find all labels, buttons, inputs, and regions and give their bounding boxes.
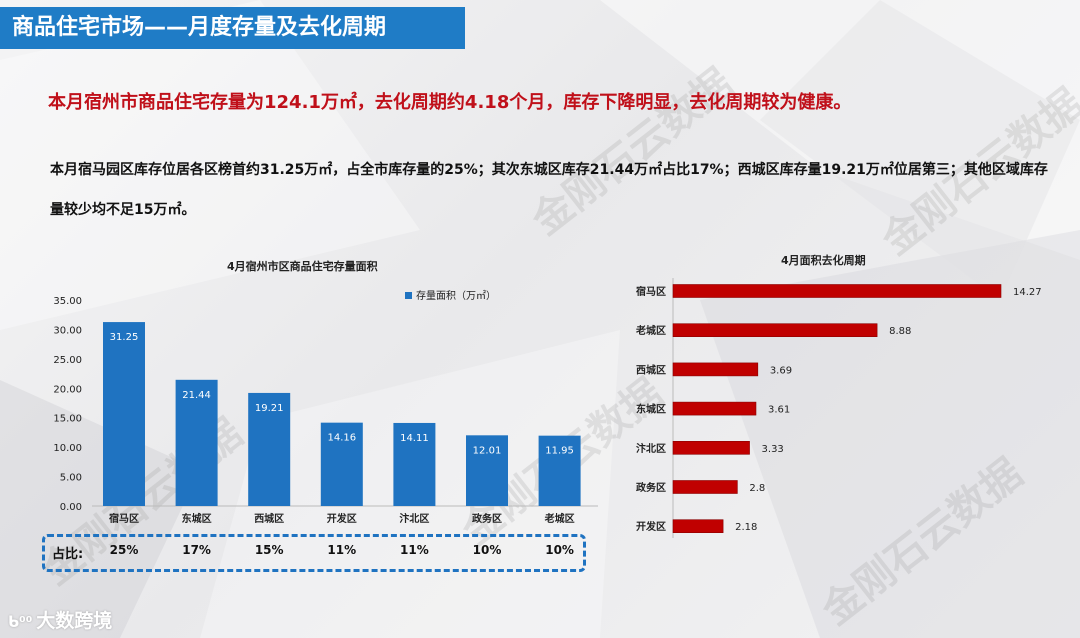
share-value: 10%	[472, 543, 502, 557]
y-tick-label: 东城区	[636, 403, 666, 416]
share-value: 17%	[182, 543, 211, 557]
share-box	[42, 534, 586, 572]
share-value: 11%	[400, 543, 429, 557]
bar-value-label: 21.44	[182, 390, 211, 401]
y-tick-label: 25.00	[53, 355, 82, 366]
share-value: 10%	[545, 543, 574, 557]
x-tick-label: 开发区	[327, 512, 357, 525]
y-tick-label: 0.00	[60, 502, 82, 513]
y-tick-label: 开发区	[636, 520, 666, 533]
bar-value-label: 3.33	[762, 444, 784, 455]
page-title: 商品住宅市场——月度存量及去化周期	[0, 7, 465, 49]
footer-brand: ᑲ⁰⁰ 大数跨境	[8, 606, 112, 633]
bar	[103, 322, 145, 506]
footer-brand-label: 大数跨境	[36, 610, 113, 632]
bar	[320, 422, 363, 506]
bar	[393, 422, 436, 506]
bar	[672, 401, 757, 416]
bar-value-label: 12.01	[473, 445, 502, 456]
bar	[466, 435, 508, 506]
bar	[672, 440, 750, 455]
share-label: 占比:	[52, 547, 84, 562]
bar-value-label: 19.21	[255, 403, 284, 414]
y-tick-label: 10.00	[53, 443, 82, 454]
bar	[538, 435, 581, 506]
bar	[672, 323, 878, 338]
bar-value-label: 2.18	[735, 522, 757, 533]
y-tick-label: 汴北区	[636, 442, 666, 455]
bar-value-label: 8.88	[889, 326, 911, 337]
headline-text: 本月宿州市商品住宅存量为124.1万㎡，去化周期约4.18个月，库存下降明显，去…	[48, 92, 852, 113]
summary-text: 本月宿马园区库存位居各区榜首约31.25万㎡，占全市库存量的25%；其次东城区库…	[50, 162, 1048, 218]
y-tick-label: 宿马区	[636, 285, 666, 298]
bar	[672, 284, 1002, 298]
bar-value-label: 14.11	[400, 433, 429, 444]
x-tick-label: 东城区	[182, 512, 212, 525]
bar-value-label: 14.16	[327, 433, 356, 444]
bar-value-label: 11.95	[545, 446, 574, 457]
bar	[175, 379, 218, 506]
bar-value-label: 2.8	[749, 483, 765, 494]
y-tick-label: 30.00	[53, 325, 82, 336]
bar-value-label: 31.25	[110, 332, 139, 343]
bar	[672, 519, 724, 534]
y-tick-label: 35.00	[53, 296, 82, 307]
share-value: 11%	[327, 543, 357, 557]
x-tick-label: 宿马区	[109, 512, 139, 525]
bar-value-label: 3.69	[770, 365, 792, 376]
y-tick-label: 老城区	[635, 324, 666, 337]
bar	[672, 480, 738, 494]
brand-logo-icon: ᑲ⁰⁰	[8, 613, 33, 631]
y-tick-label: 20.00	[53, 384, 82, 395]
x-tick-label: 西城区	[254, 512, 284, 525]
x-tick-label: 汴北区	[399, 512, 429, 525]
bar-value-label: 3.61	[768, 405, 790, 416]
share-value: 15%	[254, 543, 284, 557]
y-tick-label: 15.00	[53, 414, 82, 425]
y-tick-label: 政务区	[636, 481, 666, 494]
x-tick-label: 老城区	[544, 512, 575, 525]
share-value: 25%	[109, 543, 139, 557]
left-chart-title: 4月宿州市区商品住宅存量面积	[227, 260, 378, 273]
bar	[248, 392, 291, 506]
bar	[672, 362, 759, 377]
right-chart-title: 4月面积去化周期	[781, 254, 866, 267]
y-tick-label: 5.00	[60, 473, 82, 484]
bar-value-label: 14.27	[1013, 287, 1042, 298]
x-tick-label: 政务区	[472, 512, 502, 525]
legend-label: 存量面积（万㎡）	[416, 289, 496, 302]
legend-swatch	[405, 292, 412, 299]
y-tick-label: 西城区	[636, 363, 666, 376]
